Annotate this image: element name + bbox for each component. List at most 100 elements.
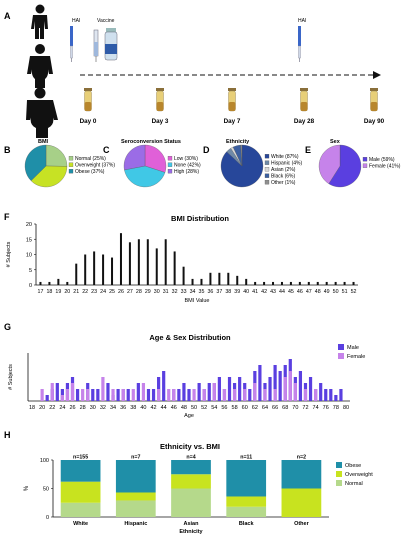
pie-slice — [318, 144, 341, 184]
day-label: Day 90 — [364, 118, 385, 125]
timeline-arrow — [80, 71, 381, 79]
x-tick-label: 44 — [279, 289, 285, 295]
bar — [209, 272, 212, 285]
bar-female — [273, 389, 277, 401]
bar — [173, 251, 176, 285]
pie-slice — [24, 144, 47, 181]
bar-female — [111, 389, 115, 401]
panel-a-letter: A — [4, 11, 11, 21]
legend-swatch — [264, 167, 270, 172]
bar-male — [151, 389, 156, 401]
legend-label: Normal (25%) — [75, 156, 106, 162]
x-tick-label: 26 — [69, 405, 75, 411]
x-tick-label: 28 — [136, 289, 142, 295]
pie-slice — [328, 144, 362, 188]
x-tick-label: 52 — [351, 289, 357, 295]
pie-slice — [240, 144, 243, 167]
day-label: Day 7 — [224, 118, 241, 125]
x-tick-label: 29 — [145, 289, 151, 295]
chart-title: BMI Distribution — [171, 214, 229, 223]
age-sex-distribution-chart: Age & Sex Distribution # Subjects 18 20 22 24… — [8, 333, 365, 419]
x-tick-label: 40 — [243, 289, 249, 295]
bar-obese — [226, 460, 267, 497]
bar — [236, 275, 239, 285]
annotation: n=2 — [297, 455, 306, 461]
x-tick-label: 39 — [234, 289, 240, 295]
bar-male — [187, 389, 191, 401]
annotation: n=11 — [240, 455, 252, 461]
legend-swatch — [68, 162, 74, 167]
y-tick-label: 0 — [46, 515, 49, 521]
x-tick-label: 48 — [181, 405, 187, 411]
x-tick-label: 41 — [252, 289, 258, 295]
pie-slice — [144, 144, 167, 173]
hai-label-1: HAI — [72, 18, 80, 24]
bar-male — [136, 383, 140, 401]
panel-c-letter: C — [103, 145, 110, 155]
bar — [218, 272, 221, 285]
bar-female — [40, 389, 44, 401]
bar-female — [253, 383, 257, 401]
x-tick-label: 54 — [211, 405, 217, 411]
bar-male — [116, 389, 120, 401]
x-tick-label: 80 — [343, 405, 349, 411]
x-tick-label: 35 — [199, 289, 205, 295]
x-tick-label: Other — [294, 521, 310, 527]
legend-label: None (42%) — [174, 163, 201, 169]
bar-female — [243, 389, 247, 401]
pie-title: BMI — [38, 139, 49, 145]
bar-female — [222, 389, 227, 401]
bar — [263, 281, 266, 285]
bar-male — [324, 389, 328, 401]
legend-label: Obese (37%) — [75, 169, 105, 175]
x-tick-label: 44 — [161, 405, 167, 411]
legend-swatch — [362, 163, 368, 168]
bar-female — [172, 389, 176, 401]
bar-male — [334, 395, 338, 401]
x-tick-label: 45 — [288, 289, 294, 295]
bar — [298, 281, 301, 285]
legend-swatch — [264, 180, 270, 185]
x-tick-label: 38 — [225, 289, 231, 295]
bar — [182, 266, 185, 285]
bmi_pie-chart: BMI Normal (25%)Overweight (37%)Obese (37… — [24, 139, 115, 188]
bar — [200, 278, 203, 285]
bar-overweight — [60, 481, 101, 503]
x-tick-label: 40 — [140, 405, 146, 411]
legend-swatch — [264, 173, 270, 178]
legend-swatch — [167, 169, 173, 174]
x-tick-label: 46 — [171, 405, 177, 411]
bar — [102, 254, 105, 285]
x-axis-label: Age — [184, 413, 194, 419]
bar-female — [192, 389, 196, 401]
x-tick-label: 42 — [150, 405, 156, 411]
x-tick-label: 68 — [282, 405, 288, 411]
legend-swatch — [264, 160, 270, 165]
tube-icon — [300, 88, 308, 112]
bar-female — [131, 389, 135, 401]
legend-label: Normal — [345, 481, 363, 487]
x-tick-label: 49 — [324, 289, 330, 295]
panel-b-letter: B — [4, 145, 11, 155]
x-tick-label: 76 — [323, 405, 329, 411]
legend-label: Overweight (37%) — [75, 163, 115, 169]
pie-slice — [45, 144, 68, 167]
bar — [325, 281, 328, 285]
legend-label: High (28%) — [174, 169, 199, 175]
bar — [48, 281, 51, 285]
bar — [227, 272, 230, 285]
pie-slice — [123, 144, 146, 171]
annotation: n=7 — [131, 455, 140, 461]
bar — [146, 239, 149, 285]
bar-male — [197, 383, 201, 401]
bar-female — [157, 389, 161, 401]
tube-icon — [84, 88, 92, 112]
legend-label: White (87%) — [271, 154, 299, 160]
x-tick-label: Asian — [184, 521, 200, 527]
bar-male — [238, 377, 242, 401]
bar-female — [60, 395, 64, 401]
ethnicity-vs-bmi-chart: Ethnicity vs. BMI 0 50 100% n=155 White n=7 His… — [24, 442, 373, 535]
x-tick-label: 20 — [64, 289, 70, 295]
bar-male — [319, 383, 323, 401]
bar-normal — [226, 506, 267, 517]
